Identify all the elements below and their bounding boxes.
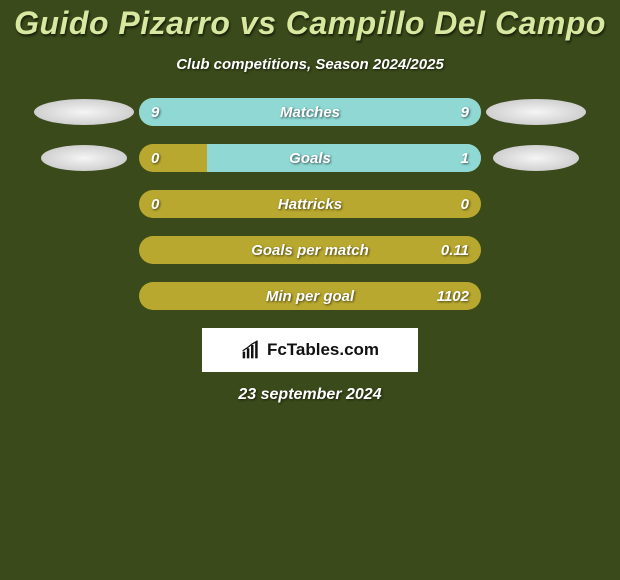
oval-right-slot bbox=[481, 99, 591, 125]
stat-label: Matches bbox=[139, 104, 481, 121]
date-text: 23 september 2024 bbox=[0, 386, 620, 404]
stat-value-right: 1 bbox=[461, 150, 469, 167]
stat-label: Min per goal bbox=[139, 288, 481, 305]
comparison-infographic: Guido Pizarro vs Campillo Del Campo Club… bbox=[0, 0, 620, 404]
stat-value-right: 1102 bbox=[437, 288, 469, 305]
page-title: Guido Pizarro vs Campillo Del Campo bbox=[0, 5, 620, 42]
stat-row: Min per goal1102 bbox=[0, 282, 620, 310]
stat-bar: Min per goal1102 bbox=[139, 282, 481, 310]
stat-row: 9Matches9 bbox=[0, 98, 620, 126]
player-oval-right bbox=[493, 145, 579, 171]
stat-bar: 9Matches9 bbox=[139, 98, 481, 126]
stat-value-right: 9 bbox=[461, 104, 469, 121]
player-oval-left bbox=[34, 99, 134, 125]
stat-label: Hattricks bbox=[139, 196, 481, 213]
stat-label: Goals per match bbox=[139, 242, 481, 259]
stat-rows: 9Matches90Goals10Hattricks0Goals per mat… bbox=[0, 98, 620, 310]
stat-value-right: 0 bbox=[461, 196, 469, 213]
player-oval-left bbox=[41, 145, 127, 171]
stat-label: Goals bbox=[139, 150, 481, 167]
stat-value-right: 0.11 bbox=[441, 242, 469, 259]
stat-bar: Goals per match0.11 bbox=[139, 236, 481, 264]
oval-left-slot bbox=[29, 99, 139, 125]
branding-text: FcTables.com bbox=[267, 340, 379, 360]
oval-right-slot bbox=[481, 145, 591, 171]
subtitle: Club competitions, Season 2024/2025 bbox=[0, 56, 620, 73]
stat-row: Goals per match0.11 bbox=[0, 236, 620, 264]
player-oval-right bbox=[486, 99, 586, 125]
stat-bar: 0Hattricks0 bbox=[139, 190, 481, 218]
oval-left-slot bbox=[29, 145, 139, 171]
bar-chart-icon bbox=[241, 340, 261, 360]
stat-row: 0Goals1 bbox=[0, 144, 620, 172]
stat-bar: 0Goals1 bbox=[139, 144, 481, 172]
stat-row: 0Hattricks0 bbox=[0, 190, 620, 218]
branding-box: FcTables.com bbox=[202, 328, 418, 372]
